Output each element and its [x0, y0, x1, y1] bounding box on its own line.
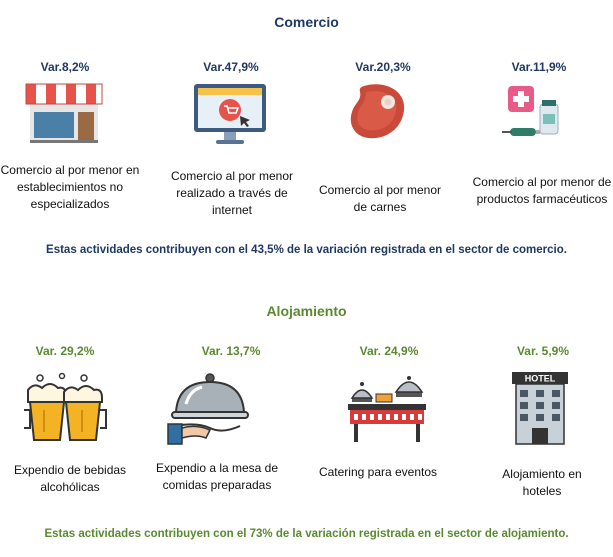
variation-alojamiento-3: Var. 24,9% [359, 344, 419, 358]
footer-alojamiento: Estas actividades contribuyen con el 73%… [44, 528, 569, 540]
online-shopping-icon [194, 84, 266, 144]
variation-comercio-4: Var.11,9% [511, 60, 567, 74]
label-alojamiento-2: Expendio a la mesa de comidas preparadas [155, 461, 279, 492]
hotel-building-icon: HOTEL [512, 372, 568, 445]
label-comercio-3: Comercio al por menor de carnes [318, 183, 442, 214]
meat-steak-icon [350, 84, 405, 139]
catering-table-icon [348, 376, 426, 442]
svg-text:HOTEL: HOTEL [525, 374, 556, 384]
label-alojamiento-4: Alojamiento en hoteles [502, 467, 582, 498]
beer-mugs-icon [24, 372, 107, 441]
section-title-comercio: Comercio [274, 14, 339, 30]
variation-alojamiento-4: Var. 5,9% [516, 344, 570, 358]
variation-alojamiento-1: Var. 29,2% [35, 344, 95, 358]
label-alojamiento-3: Catering para eventos [318, 465, 438, 479]
storefront-icon [25, 83, 103, 143]
label-comercio-4: Comercio al por menor de productos farma… [472, 175, 612, 206]
label-comercio-1: Comercio al por menor en establecimiento… [0, 163, 140, 211]
footer-comercio: Estas actividades contribuyen con el 43,… [46, 244, 567, 256]
pharmacy-icon [502, 86, 559, 136]
variation-comercio-2: Var.47,9% [203, 60, 259, 74]
variation-comercio-1: Var.8,2% [40, 60, 90, 74]
section-title-alojamiento: Alojamiento [266, 303, 347, 319]
variation-comercio-3: Var.20,3% [355, 60, 411, 74]
label-comercio-2: Comercio al por menor realizado a través… [170, 169, 294, 217]
label-alojamiento-1: Expendio de bebidas alcohólicas [13, 463, 127, 494]
variation-alojamiento-2: Var. 13,7% [201, 344, 261, 358]
serving-cloche-icon [167, 373, 249, 445]
